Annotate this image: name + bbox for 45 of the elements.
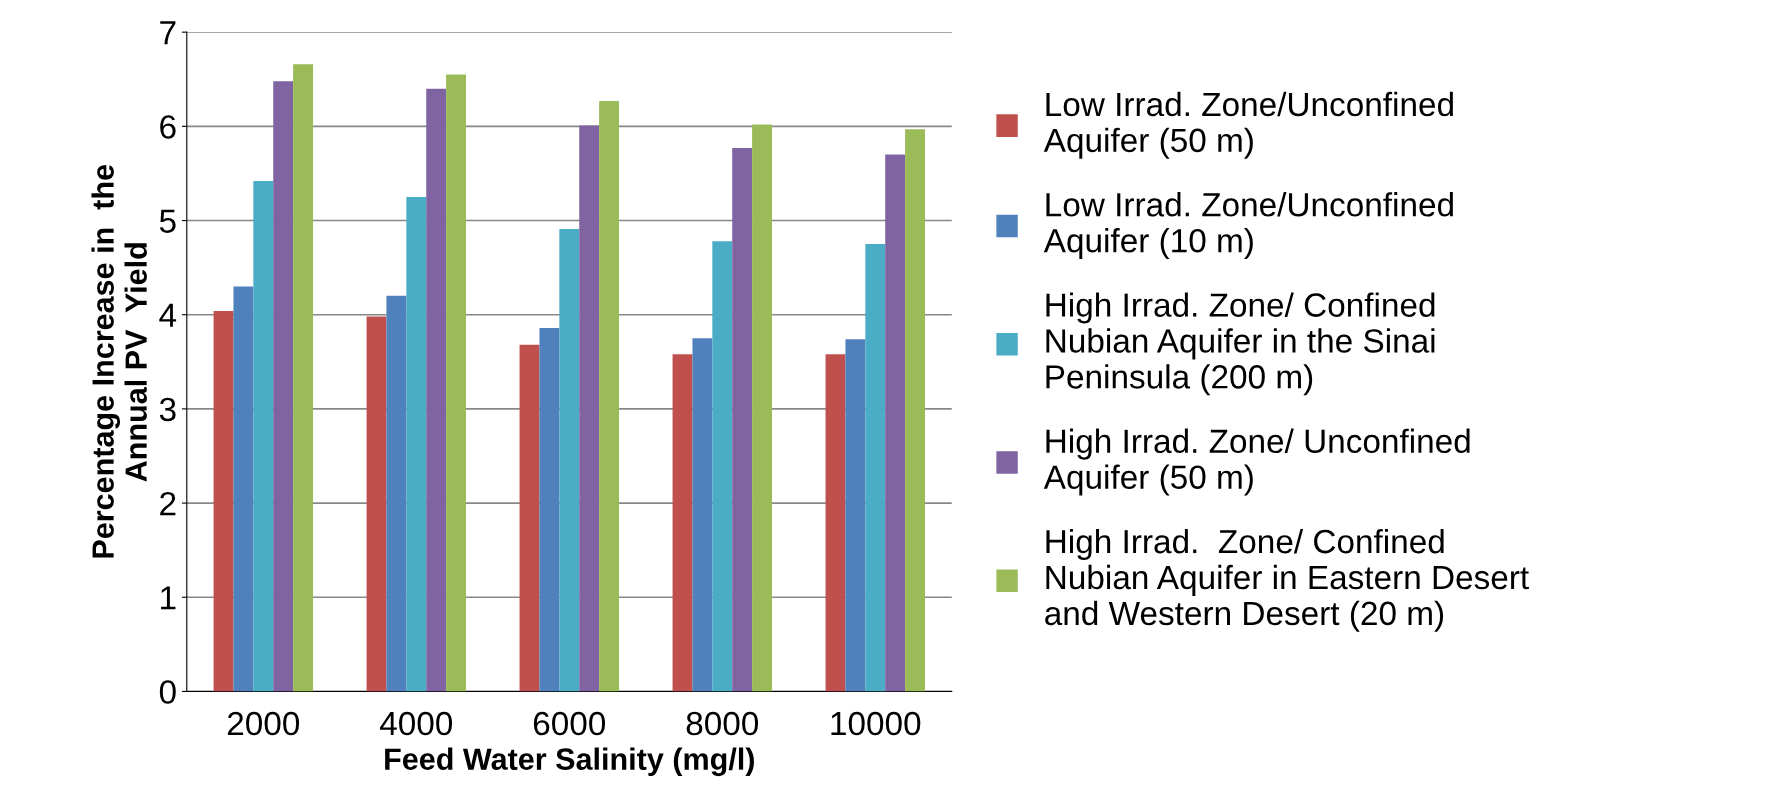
bar — [692, 338, 713, 692]
y-tick-label: 3 — [159, 397, 176, 422]
bar — [825, 354, 846, 692]
bar — [213, 310, 234, 692]
y-tick-label: 6 — [160, 115, 176, 139]
legend-label: Low Irrad. Zone/Unconfined Aquifer (50 m) — [1043, 91, 1453, 159]
x-axis-title: Feed Water Salinity (mg/l) — [385, 747, 754, 777]
y-tick-label: 0 — [159, 680, 176, 704]
bar — [539, 327, 560, 692]
bar — [672, 354, 693, 692]
bar — [233, 286, 254, 692]
x-tick-label: 2000 — [227, 711, 300, 736]
bar — [253, 180, 274, 692]
bar — [752, 124, 772, 692]
bar — [406, 196, 427, 692]
x-tick-label: 6000 — [533, 711, 606, 736]
legend-label: High Irrad. Zone/ Unconfined Aquifer (50 m) — [1043, 428, 1470, 496]
bar — [885, 154, 906, 692]
legend-label: High Irrad. Zone/ Confined Nubian Aquifer in Eastern Desert and Western Desert (20 m) — [1045, 528, 1529, 632]
bar — [732, 148, 753, 692]
bar — [845, 339, 866, 692]
y-axis-title: Percentage Increase in the Annual PV Yield — [91, 164, 147, 558]
x-tick-label: 8000 — [686, 711, 759, 736]
bar — [273, 81, 294, 692]
bar — [426, 88, 447, 692]
bar — [446, 74, 467, 692]
bar — [366, 316, 387, 692]
bar — [559, 229, 580, 692]
bar — [905, 129, 925, 692]
bar — [293, 64, 314, 692]
y-tick-label: 7 — [160, 21, 176, 45]
bar — [599, 100, 619, 692]
y-tick-label: 2 — [160, 491, 176, 516]
x-tick-label: 10000 — [831, 711, 921, 736]
bar — [712, 241, 733, 692]
legend-label: Low Irrad. Zone/Unconfined Aquifer (10 m) — [1043, 192, 1453, 260]
legend-label: High Irrad. Zone/ Confined Nubian Aquifer in the Sinai Peninsula (200 m) — [1046, 292, 1435, 396]
bar — [519, 344, 540, 692]
bar — [386, 295, 407, 692]
bar — [865, 244, 886, 692]
y-tick-label: 1 — [161, 586, 176, 610]
y-tick-label: 4 — [159, 303, 177, 327]
y-tick-label: 5 — [159, 209, 176, 233]
bar — [579, 125, 600, 692]
x-tick-label: 4000 — [379, 711, 453, 736]
